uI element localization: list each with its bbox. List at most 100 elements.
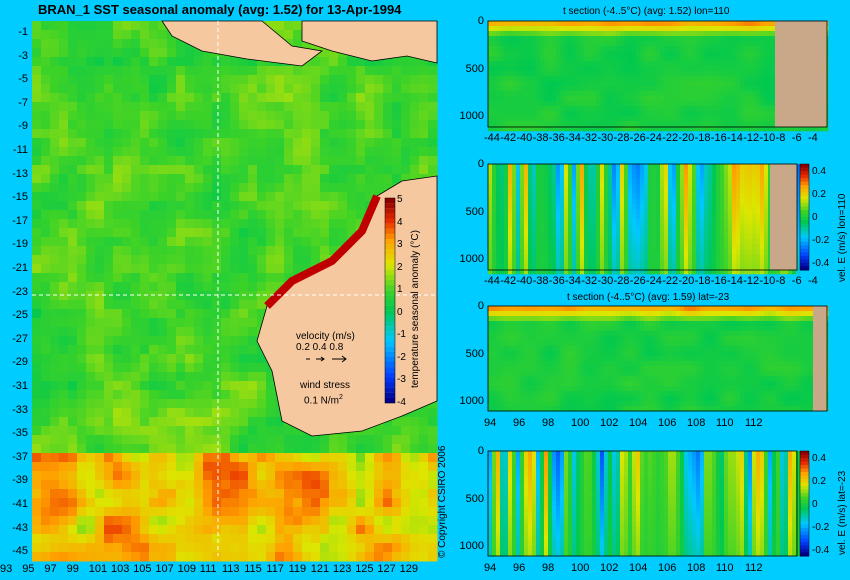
colorbar-tick-label: 2 [397,261,403,273]
section-x-tick-label: -28 [613,275,630,287]
lon-tick-label: 127 [377,563,396,575]
section-x-tick-label: -40 [516,275,533,287]
velocity-label: velocity (m/s) [296,331,355,342]
lat-tick-label: -29 [12,356,28,369]
lat-tick-label: -11 [12,144,28,156]
depth-tick-label: 500 [465,62,484,75]
depth-tick-label: 1000 [459,253,484,265]
section-x-tick-label: -16 [710,275,727,287]
lon-tick-label: 99 [66,563,79,575]
section-x-tick-label: -30 [597,132,614,144]
section-x-tick-label: 112 [745,562,763,574]
wind-stress-scale-exponent: 2 [339,394,343,401]
lon-tick-label: 105 [133,563,152,575]
wind-stress-scale: 0.1 N/m2 [304,394,343,406]
section-x-tick-label: -22 [662,132,679,144]
section-x-tick-label: -42 [500,132,517,144]
section-x-tick-label: 112 [745,417,763,429]
section-x-tick-label: -26 [629,275,646,287]
lat-tick-label: -19 [12,238,28,251]
depth-tick-label: 0 [477,445,484,457]
lat-tick-label: -37 [12,450,28,463]
section-x-tick-label: -4 [808,275,818,287]
colorbar-tick-label: 4 [397,216,403,228]
velocity-colorbar-tick: 0 [812,499,818,510]
section-x-tick-label: 102 [600,562,619,574]
depth-tick-label: 1000 [459,110,484,122]
section-x-tick-label: -18 [694,132,711,144]
sst-anomaly-map [32,20,438,562]
lat-tick-label: -1 [18,26,28,38]
lat-tick-label: -27 [12,332,28,345]
section-x-tick-label: -40 [516,132,533,144]
velocity-colorbar-tick: -0.4 [812,258,830,269]
section-x-tick-label: -8 [775,275,786,287]
lat-tick-label: -13 [12,167,28,180]
lat-tick-label: -15 [12,191,28,204]
section-x-tick-label: -12 [743,132,760,144]
section-x-tick-label: -4 [808,132,818,144]
section-x-tick-label: -6 [791,132,802,144]
section-x-tick-label: -16 [710,132,727,144]
section-x-tick-label: 108 [687,417,706,429]
velocity-colorbar-lat-23 [799,450,810,557]
velocity-colorbar-tick: 0.4 [812,166,826,177]
section-x-tick-label: 106 [658,417,677,429]
section-x-tick-label: 102 [600,417,619,429]
temperature-section-lon110 [487,20,829,132]
section-x-tick-label: -22 [662,275,679,287]
section-x-tick-label: -38 [532,132,549,144]
lon-tick-label: 101 [88,563,108,575]
wind-stress-label: wind stress [300,380,351,391]
colorbar-tick-label: 3 [397,239,403,250]
section-x-tick-label: 100 [571,562,590,574]
section-x-tick-label: -10 [759,275,776,287]
section-x-tick-label: -8 [775,132,786,144]
section-x-tick-label: -14 [727,275,743,287]
colorbar-tick-label: -2 [397,351,406,363]
section-x-tick-label: 96 [513,562,526,574]
depth-tick-label: 500 [465,205,484,218]
lat-tick-label: -7 [18,96,28,109]
section-x-tick-label: -26 [629,132,646,144]
velocity-scale: 0.2 0.4 0.8 [296,342,344,353]
depth-tick-label: 1000 [459,395,484,407]
section-x-tick-label: -38 [532,275,549,287]
lat-tick-label: -5 [18,73,28,86]
depth-tick-label: 500 [465,492,484,505]
lat-tick-label: -9 [18,120,28,133]
velocity-colorbar-lon110 [799,163,810,271]
lat-tick-label: -43 [12,521,28,534]
lon-tick-label: 93 [0,563,13,575]
lon-tick-label: 97 [44,563,57,575]
section-x-tick-label: 98 [542,562,555,574]
land-mass [301,20,438,64]
lon-tick-label: 107 [155,563,174,575]
section-x-tick-label: 104 [629,417,648,429]
colorbar-tick-label: 5 [397,194,403,205]
lat-tick-label: -31 [12,380,28,392]
land-section [813,306,827,411]
lon-tick-label: 115 [244,563,262,575]
velocity-colorbar-tick: -0.2 [812,235,830,246]
velocity-colorbar-tick: -0.4 [812,545,830,556]
depth-tick-label: 1000 [459,540,484,552]
depth-tick-label: 0 [477,158,484,170]
section-x-tick-label: -34 [565,132,581,144]
velocity-section-lat-23 [487,450,801,557]
temperature-section-lat-23 [487,305,829,412]
land-section [775,21,827,127]
section-x-tick-label: 104 [629,562,648,574]
section-x-tick-label: -36 [548,132,565,144]
lon-tick-label: 119 [288,563,307,575]
section-x-tick-label: 94 [484,562,497,574]
velocity-colorbar-label-lon110: vel. E (m/s) lon=110 [837,193,848,282]
lon-tick-label: 123 [333,563,352,575]
lon-tick-label: 129 [399,563,418,575]
panel-3-title: t section (-4..5°C) (avg: 1.59) lat=-23 [567,292,730,303]
colorbar-tick-label: 0 [397,306,403,318]
section-x-tick-label: -32 [581,132,598,144]
lat-tick-label: -25 [12,309,28,322]
colorbar-tick-label: -3 [397,374,406,385]
section-x-tick-label: -14 [727,132,743,144]
